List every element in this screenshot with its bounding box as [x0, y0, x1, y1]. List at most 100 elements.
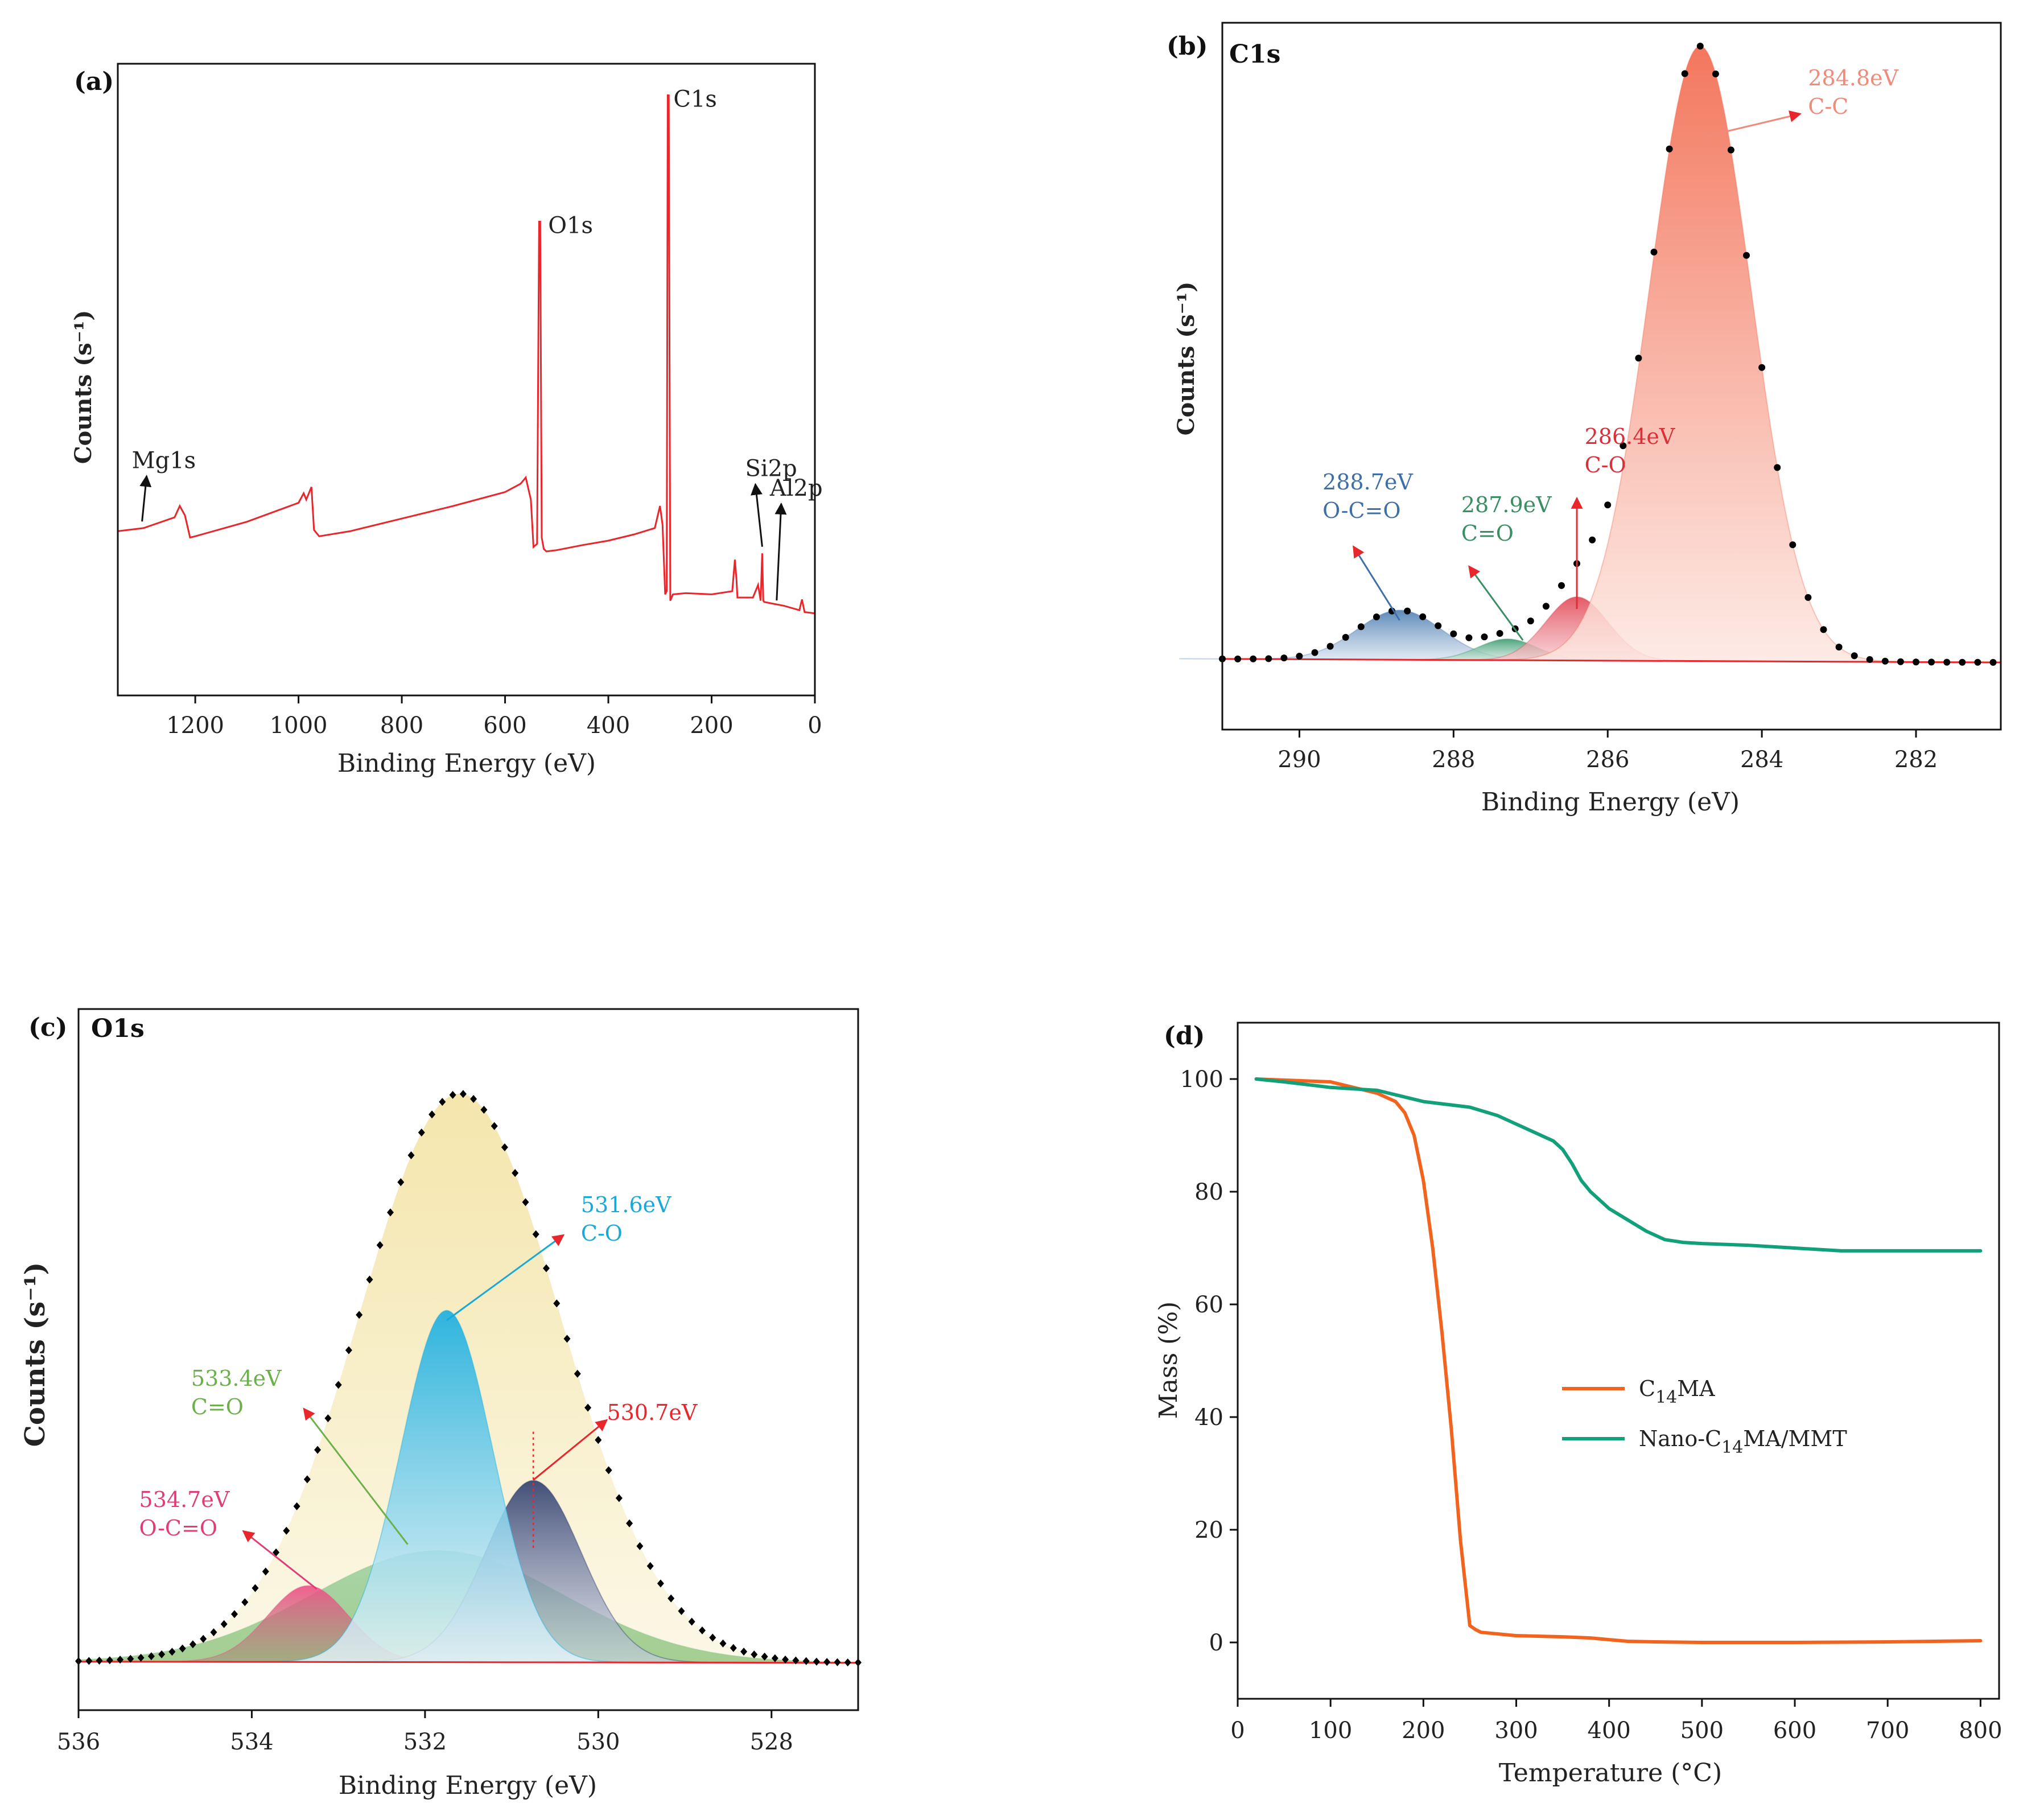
data-point-c: [85, 1657, 93, 1665]
data-point-c: [262, 1567, 269, 1576]
peak-bond-label-c: O-C=O: [139, 1516, 217, 1541]
y-axis-label-b: Counts (s⁻¹): [1173, 282, 1200, 436]
data-point-b: [1820, 626, 1827, 633]
x-ticks-a: 1200 1000 800 600 400 200 0: [166, 695, 822, 739]
data-point-c: [127, 1654, 134, 1663]
data-point-c: [719, 1639, 727, 1648]
chart-title-b: C1s: [1229, 40, 1280, 69]
y-tick-label-d: 100: [1180, 1067, 1223, 1093]
data-point-c: [605, 1466, 612, 1475]
data-point-c: [137, 1653, 145, 1662]
x-tick-label-c: 530: [576, 1729, 620, 1755]
plot-area-d: [1254, 1077, 1983, 1644]
data-point-c: [96, 1657, 103, 1665]
data-point-c: [356, 1311, 363, 1319]
peak-energy-label-c: 531.6eV: [581, 1192, 671, 1217]
data-point-c: [283, 1526, 290, 1535]
x-tick-label-a: 800: [380, 713, 423, 739]
data-point-c: [418, 1129, 425, 1137]
x-tick-label-d: 800: [1959, 1718, 2002, 1744]
y-tick-label-d: 40: [1194, 1405, 1223, 1431]
data-point-c: [626, 1519, 633, 1527]
data-point-c: [730, 1644, 737, 1652]
peak-arrow-b: [1468, 565, 1524, 641]
panel-a: (a) Counts (s⁻¹) Binding Energy (eV) 120…: [70, 63, 823, 778]
data-point-c: [595, 1436, 602, 1444]
peak-arrow-c: [303, 1407, 409, 1545]
data-point-c: [553, 1299, 561, 1308]
data-point-c: [636, 1542, 644, 1550]
data-point-b: [1589, 536, 1596, 543]
peak-arrow-mg1s: [139, 475, 152, 522]
data-point-c: [189, 1640, 196, 1649]
data-point-c: [293, 1502, 300, 1510]
peak-energy-label-b: 286.4eV: [1585, 424, 1675, 449]
data-point-b: [1928, 658, 1935, 666]
panel-c: (c) O1s Counts (s⁻¹) Binding Energy (eV)…: [19, 1008, 862, 1800]
data-point-c: [439, 1098, 446, 1106]
data-point-c: [574, 1369, 581, 1378]
data-point-b: [1897, 658, 1904, 665]
data-point-c: [512, 1169, 519, 1177]
data-point-b: [1712, 70, 1719, 77]
x-tick-label-d: 400: [1588, 1718, 1631, 1744]
data-point-b: [1280, 654, 1288, 662]
x-tick-label-c: 534: [230, 1729, 273, 1755]
data-point-b: [1635, 355, 1642, 362]
data-point-b: [1558, 582, 1565, 589]
frame-a: [117, 63, 816, 697]
series-line-d-1: [1254, 1077, 1983, 1253]
data-point-b: [1974, 658, 1981, 666]
legend-label-d: Nano-C14MA/MMT: [1639, 1426, 1847, 1457]
peak-bond-label-c: C-O: [581, 1221, 623, 1246]
x-tick-label-d: 0: [1230, 1718, 1245, 1744]
data-point-c: [709, 1633, 716, 1642]
data-point-b: [1496, 630, 1503, 637]
y-axis-label-a: Counts (s⁻¹): [70, 310, 97, 464]
data-point-b: [1758, 364, 1766, 371]
peak-arrow-b: [1704, 110, 1802, 138]
data-point-c: [241, 1598, 249, 1607]
panel-label-d: (d): [1164, 1022, 1205, 1051]
panel-label-a: (a): [74, 67, 114, 96]
data-point-c: [615, 1494, 623, 1502]
x-tick-label-d: 700: [1866, 1718, 1909, 1744]
chart-title-c: O1s: [91, 1014, 145, 1043]
peak-label-al2p: Al2p: [769, 475, 823, 501]
y-tick-label-d: 0: [1209, 1630, 1223, 1656]
peak-energy-label-b: 287.9eV: [1461, 492, 1552, 517]
panel-label-b: (b): [1167, 32, 1208, 61]
peak-label-o1s: O1s: [548, 213, 593, 239]
data-point-c: [106, 1656, 113, 1665]
peak-energy-label-c: 530.7eV: [607, 1400, 698, 1425]
data-point-b: [1357, 623, 1365, 631]
panel-b: (b) C1s Counts (s⁻¹) Binding Energy (eV)…: [1167, 22, 2002, 817]
data-point-c: [823, 1658, 831, 1666]
series-line-d-0: [1254, 1077, 1983, 1644]
baseline-c: [78, 1661, 859, 1664]
x-tick-label-a: 0: [807, 713, 822, 739]
data-point-b: [1342, 633, 1349, 641]
data-point-c: [480, 1106, 488, 1114]
data-point-c: [751, 1650, 758, 1659]
data-point-c: [407, 1151, 415, 1159]
data-point-c: [428, 1110, 436, 1119]
data-point-b: [1804, 594, 1812, 601]
data-point-b: [1296, 653, 1303, 660]
data-point-c: [220, 1620, 228, 1628]
data-point-c: [678, 1607, 685, 1615]
data-point-c: [834, 1658, 841, 1666]
data-point-c: [740, 1648, 748, 1656]
x-axis-label-b: Binding Energy (eV): [1481, 788, 1740, 817]
x-tick-label-b: 284: [1740, 747, 1783, 773]
legend-text-sub: 14: [1721, 1438, 1743, 1457]
data-point-c: [522, 1198, 529, 1207]
data-point-c: [366, 1275, 373, 1284]
peak-arrow-c: [242, 1530, 318, 1590]
data-point-c: [397, 1178, 405, 1187]
data-point-b: [1326, 643, 1334, 650]
data-point-c: [491, 1122, 498, 1130]
data-point-c: [147, 1652, 155, 1661]
data-point-b: [1989, 658, 1997, 666]
data-point-c: [699, 1626, 706, 1634]
